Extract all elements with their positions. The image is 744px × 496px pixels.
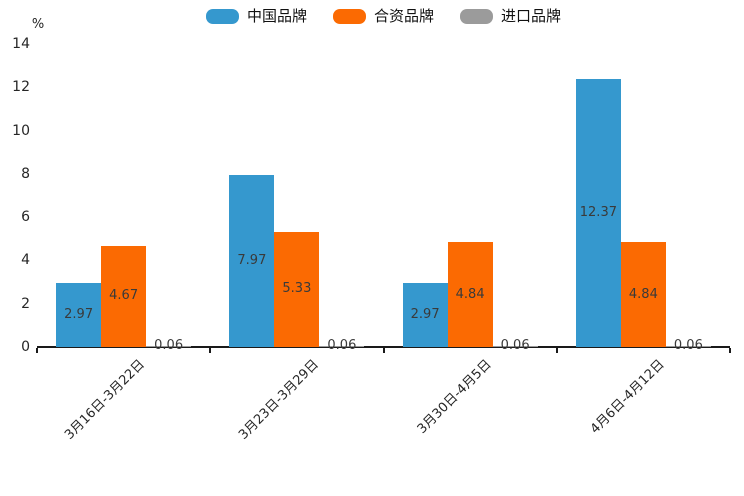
- bar: [620, 242, 666, 347]
- legend: 中国品牌 合资品牌 进口品牌: [37, 7, 730, 25]
- x-axis-tick: [555, 348, 558, 353]
- bar: [274, 231, 320, 347]
- legend-swatch-import-brand: [460, 8, 493, 24]
- legend-label: 合资品牌: [373, 7, 434, 25]
- x-category-label: 3月23日-3月29日: [235, 357, 322, 443]
- bar-value-label: 7.97: [237, 252, 267, 268]
- bar: [492, 345, 538, 347]
- x-category-label: 3月16日-3月22日: [62, 357, 149, 443]
- bar: [665, 345, 711, 347]
- y-tick-label: 12: [12, 79, 30, 96]
- bar: [402, 282, 448, 347]
- y-tick-label: 8: [21, 165, 30, 182]
- x-axis-tick: [209, 348, 212, 353]
- bar-value-label: 0.06: [327, 338, 357, 354]
- x-axis-tick: [36, 348, 38, 353]
- legend-item-joint-venture-brand: 合资品牌: [332, 7, 434, 25]
- bar: [101, 245, 147, 347]
- bar-value-label: 0.06: [154, 338, 184, 354]
- legend-swatch-china-brand: [205, 8, 239, 24]
- bar-value-label: 4.84: [628, 286, 658, 302]
- bar-value-label: 4.84: [455, 286, 485, 302]
- legend-item-china-brand: 中国品牌: [205, 7, 307, 25]
- y-tick-label: 6: [21, 209, 30, 226]
- x-axis-line: [37, 346, 730, 348]
- bar: [319, 345, 365, 347]
- y-tick-label: 2: [21, 295, 30, 312]
- bar: [146, 345, 192, 347]
- x-category-label: 3月30日-4月5日: [414, 357, 495, 437]
- legend-item-import-brand: 进口品牌: [460, 7, 561, 25]
- legend-swatch-joint-venture-brand: [332, 8, 366, 24]
- y-axis-unit-label: %: [31, 17, 45, 32]
- x-axis-tick: [382, 348, 385, 353]
- bar-value-label: 4.67: [109, 288, 139, 304]
- x-category-label: 4月6日-4月12日: [588, 357, 668, 437]
- bar: [575, 79, 621, 347]
- bar-value-label: 0.06: [673, 338, 703, 354]
- bar-value-label: 2.97: [410, 306, 440, 322]
- bar: [229, 174, 275, 347]
- bar: [447, 242, 493, 347]
- bar: [56, 282, 102, 347]
- bar-value-label: 5.33: [282, 281, 312, 297]
- legend-label: 进口品牌: [501, 7, 562, 25]
- y-tick-label: 14: [12, 36, 30, 52]
- x-axis-tick: [729, 348, 731, 353]
- bar-value-label: 2.97: [64, 306, 94, 322]
- legend-label: 中国品牌: [246, 7, 307, 25]
- y-tick-label: 4: [21, 252, 30, 269]
- bar-value-label: 0.06: [500, 338, 530, 354]
- y-tick-label: 10: [12, 122, 30, 139]
- bar-value-label: 12.37: [579, 205, 617, 221]
- y-tick-label: 0: [21, 339, 30, 355]
